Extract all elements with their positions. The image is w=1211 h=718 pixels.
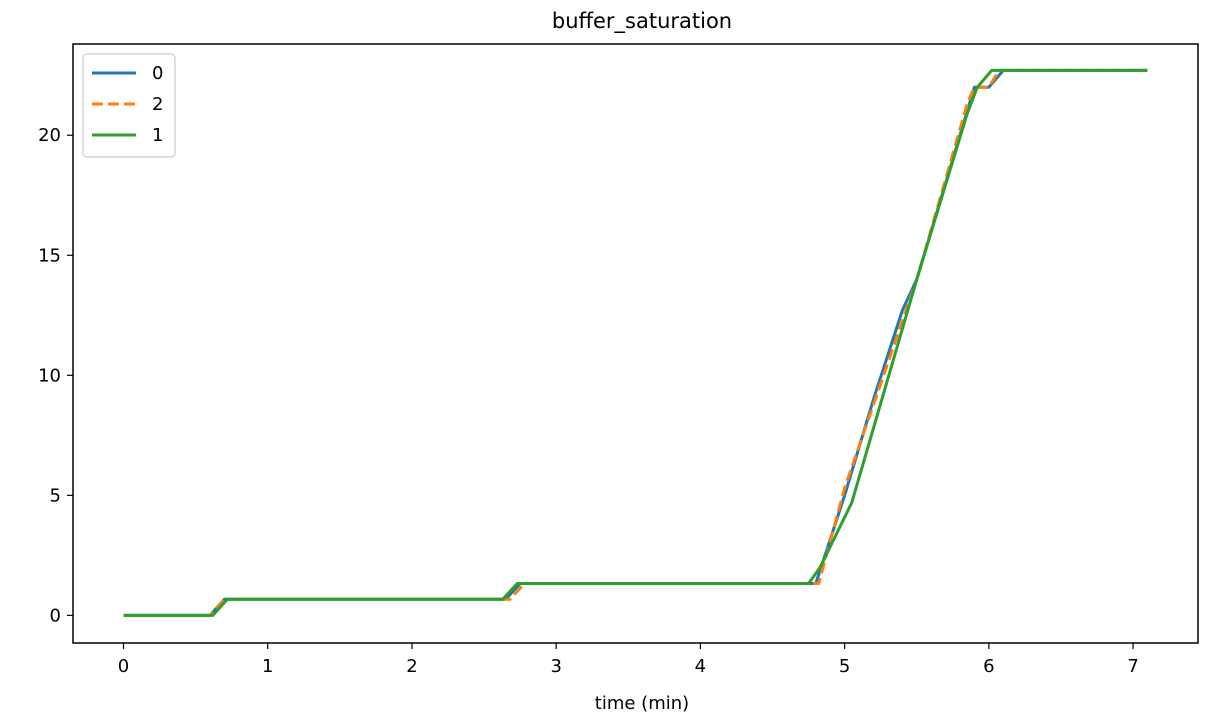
y-tick-label: 20: [38, 125, 61, 146]
legend: 0 2 1: [82, 53, 176, 158]
y-tick-label: 15: [38, 245, 61, 266]
series-line-1: [123, 68, 1148, 617]
series-line-0: [123, 68, 1148, 617]
legend-label-0: 0: [152, 63, 163, 84]
x-tick-label: 1: [262, 656, 273, 677]
x-axis-label: time (min): [595, 693, 689, 714]
chart-title: buffer_saturation: [552, 9, 732, 34]
y-tick-label: 5: [50, 485, 61, 506]
plot-frame: [72, 43, 1199, 644]
x-tick-label: 5: [839, 656, 850, 677]
y-axis: 0 5 10 15 20: [38, 125, 73, 626]
y-tick-label: 10: [38, 365, 61, 386]
series-line-2: [123, 68, 1148, 617]
plot-area: [123, 68, 1148, 617]
x-tick-label: 0: [118, 656, 129, 677]
y-tick-label: 0: [50, 605, 61, 626]
x-tick-label: 2: [406, 656, 417, 677]
x-tick-label: 6: [983, 656, 994, 677]
x-tick-label: 3: [550, 656, 561, 677]
x-tick-label: 7: [1127, 656, 1138, 677]
legend-label-1: 1: [152, 125, 163, 146]
x-axis: 0 1 2 3 4 5 6 7: [118, 643, 1139, 677]
x-tick-label: 4: [695, 656, 706, 677]
legend-label-2: 2: [152, 94, 163, 115]
